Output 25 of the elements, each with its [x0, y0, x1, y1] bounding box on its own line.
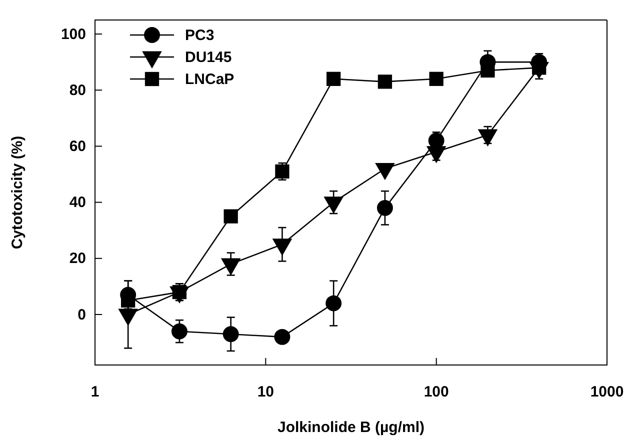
- x-tick-label: 1000: [590, 384, 624, 400]
- point: [224, 209, 238, 224]
- x-tick-label: 1: [90, 384, 100, 400]
- x-tick-label: 100: [424, 384, 449, 400]
- point: [376, 200, 393, 216]
- point: [222, 326, 239, 342]
- legend-label: LNCaP: [185, 71, 234, 88]
- legend-label: PC3: [185, 27, 214, 44]
- y-tick-label: 0: [78, 306, 86, 324]
- y-axis-title: Cytotoxicity (%): [9, 136, 26, 250]
- point: [171, 323, 188, 340]
- point: [326, 72, 341, 86]
- legend-label: DU145: [185, 49, 232, 66]
- point: [429, 72, 444, 86]
- x-axis-title: Jolkinolide B (µg/ml): [278, 419, 424, 436]
- point: [275, 164, 290, 179]
- y-tick-label: 20: [69, 250, 86, 268]
- point: [378, 74, 392, 89]
- y-tick-label: 60: [69, 138, 86, 156]
- x-tick-label: 10: [257, 384, 274, 400]
- y-tick-label: 100: [60, 26, 86, 43]
- point: [274, 328, 290, 345]
- y-tick-label: 80: [69, 82, 86, 99]
- point: [326, 295, 342, 312]
- y-tick-label: 40: [69, 194, 86, 212]
